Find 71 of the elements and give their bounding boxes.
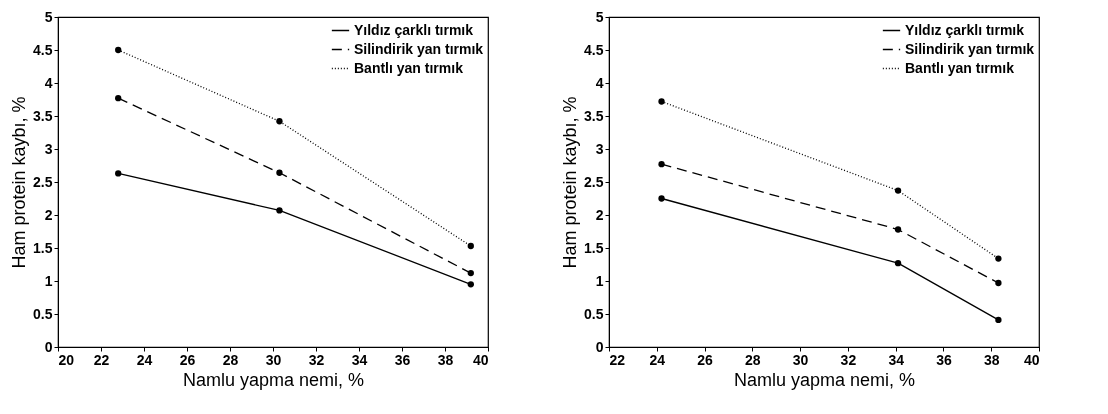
point [995,316,1002,324]
y-tick-label: 3.5 [584,107,604,124]
x-tick-label: 24 [136,351,153,368]
point [995,279,1002,287]
y-tick-label: 4.5 [584,41,604,58]
point [894,187,902,194]
point [276,207,283,214]
y-tick-label: 2.5 [584,173,604,190]
y-tick-label: 1 [595,272,604,289]
point [658,195,665,202]
y-tick-label: 2 [595,206,604,223]
x-axis-title: Namlu yapma nemi, % [733,369,916,390]
y-tick-label: 1 [44,272,53,289]
x-tick-label: 26 [179,351,196,368]
point [467,269,474,277]
point [658,98,665,105]
x-tick-label: 32 [840,351,857,368]
y-tick-label: 4 [595,74,604,91]
x-tick-label: 36 [936,351,952,368]
point [894,260,902,267]
x-tick-label: 24 [649,351,666,368]
x-tick-label: 40 [1023,351,1040,368]
x-axis-title: Namlu yapma nemi, % [182,369,365,390]
x-tick-label: 36 [394,351,411,368]
y-tick-label: 1.5 [584,239,604,256]
point [894,226,902,233]
x-tick-label: 32 [308,351,325,368]
point [276,169,283,176]
y-tick-label: 5 [44,8,53,25]
x-tick-label: 34 [351,351,368,368]
legend-label: Yıldız çarklı tırmık [354,21,474,38]
y-tick-label: 3 [595,140,604,157]
x-tick-label: 30 [265,351,282,368]
legend-label: Bantlı yan tırmık [905,59,1015,76]
y-tick-label: 2.5 [33,173,53,190]
y-tick-label: 5 [595,8,604,25]
y-tick-label: 3.5 [33,107,53,124]
point [115,95,122,102]
legend-label: Silindirik yan tırmık [905,40,1035,57]
y-tick-label: 4.5 [33,41,53,58]
point [115,170,122,177]
point [467,242,474,250]
x-tick-label: 38 [983,351,1000,368]
y-tick-label: 1.5 [33,239,53,256]
point [115,46,122,54]
y-tick-label: 0 [595,338,604,355]
x-tick-label: 40 [472,351,489,368]
legend-label: Yıldız çarklı tırmık [905,21,1025,38]
y-axis-title: Ham protein kaybı, % [560,96,581,269]
y-tick-label: 0 [44,338,53,355]
x-tick-label: 30 [792,351,809,368]
legend-label: Silindirik yan tırmık [354,40,484,57]
y-tick-label: 3 [44,140,53,157]
point [467,281,474,288]
point [995,255,1002,262]
x-tick-label: 38 [437,351,454,368]
y-tick-label: 2 [44,206,53,223]
point [658,161,665,168]
legend-label: Bantlı yan tırmık [354,59,464,76]
y-tick-label: 4 [44,74,53,91]
x-tick-label: 34 [888,351,905,368]
x-tick-label: 28 [745,351,761,368]
x-tick-label: 20 [58,351,75,368]
x-tick-label: 26 [697,351,714,368]
x-tick-label: 22 [609,351,626,368]
x-tick-label: 28 [222,351,239,368]
y-tick-label: 0.5 [33,305,53,322]
y-tick-label: 0.5 [584,305,604,322]
y-axis-title: Ham protein kaybı, % [9,96,30,269]
x-tick-label: 22 [93,351,110,368]
point [276,118,283,125]
